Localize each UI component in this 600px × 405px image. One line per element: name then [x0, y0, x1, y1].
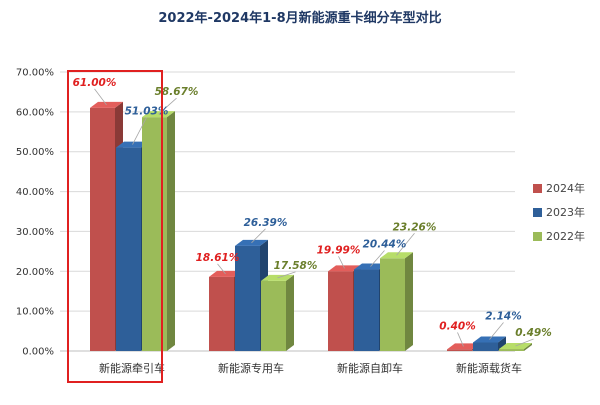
y-tick-label: 70.00% — [16, 68, 54, 79]
label-leader — [396, 233, 415, 256]
y-tick-label: 40.00% — [16, 187, 54, 198]
bar — [473, 342, 498, 351]
label-leader — [489, 322, 504, 340]
bar-top — [380, 252, 413, 259]
data-labels: 61.00% 51.03% 58.67% 18.61% 26.39% 17.58% 19.9… — [73, 77, 552, 339]
data-label: 23.26% — [393, 221, 437, 233]
y-tick-label: 20.00% — [16, 267, 54, 278]
label-leader — [277, 271, 296, 279]
legend-swatch — [533, 232, 542, 241]
bar — [261, 280, 286, 351]
data-label: 18.61% — [196, 252, 240, 264]
legend-entry: 2022年 — [546, 229, 585, 243]
label-leader — [132, 117, 147, 145]
chart-title: 2022年-2024年1-8月新能源重卡细分车型对比 — [158, 10, 441, 26]
legend-swatch — [533, 184, 542, 193]
bar — [328, 271, 353, 351]
bar — [142, 117, 167, 351]
label-leader — [217, 263, 226, 275]
bar-side — [405, 252, 413, 351]
bar — [90, 107, 115, 351]
legend-entry: 2024年 — [546, 181, 585, 195]
y-tick-label: 50.00% — [16, 147, 54, 158]
y-tick-label: 10.00% — [16, 307, 54, 318]
x-axis: 新能源牵引车 新能源专用车 新能源自卸车 新能源载货车 — [99, 361, 522, 375]
label-leader — [338, 256, 345, 269]
data-label: 17.58% — [274, 260, 318, 272]
data-label: 20.44% — [363, 239, 407, 251]
x-tick-label: 新能源专用车 — [218, 361, 284, 375]
data-label: 0.49% — [515, 327, 551, 339]
label-leader — [94, 88, 107, 106]
data-label: 26.39% — [244, 217, 288, 229]
bars — [90, 101, 532, 351]
data-label: 61.00% — [73, 77, 117, 89]
bar — [116, 147, 141, 351]
legend-swatch — [533, 208, 542, 217]
label-leader — [515, 338, 534, 347]
y-tick-label: 0.00% — [22, 347, 54, 358]
bar-side — [524, 343, 532, 351]
data-label: 0.40% — [439, 320, 475, 332]
bar — [209, 276, 234, 351]
y-tick-label: 60.00% — [16, 107, 54, 118]
data-label: 19.99% — [317, 244, 361, 256]
x-tick-label: 新能源牵引车 — [99, 361, 165, 375]
x-tick-label: 新能源自卸车 — [337, 361, 403, 375]
bar-side — [498, 336, 506, 351]
y-tick-label: 30.00% — [16, 227, 54, 238]
bar — [354, 269, 379, 351]
data-label: 2.14% — [485, 310, 521, 322]
x-tick-label: 新能源载货车 — [456, 361, 522, 375]
legend: 2024年 2023年 2022年 — [533, 181, 585, 243]
label-leader — [370, 250, 385, 267]
bar — [499, 349, 524, 351]
data-label: 58.67% — [155, 86, 199, 98]
bar-side — [286, 274, 294, 351]
label-leader — [251, 228, 266, 244]
bar — [380, 258, 405, 351]
bar-side — [167, 111, 175, 351]
highlight-box — [67, 70, 163, 383]
data-label: 51.03% — [125, 106, 169, 118]
label-leader — [457, 332, 464, 347]
legend-entry: 2023年 — [546, 205, 585, 219]
bar — [447, 349, 472, 351]
bar — [235, 245, 260, 351]
